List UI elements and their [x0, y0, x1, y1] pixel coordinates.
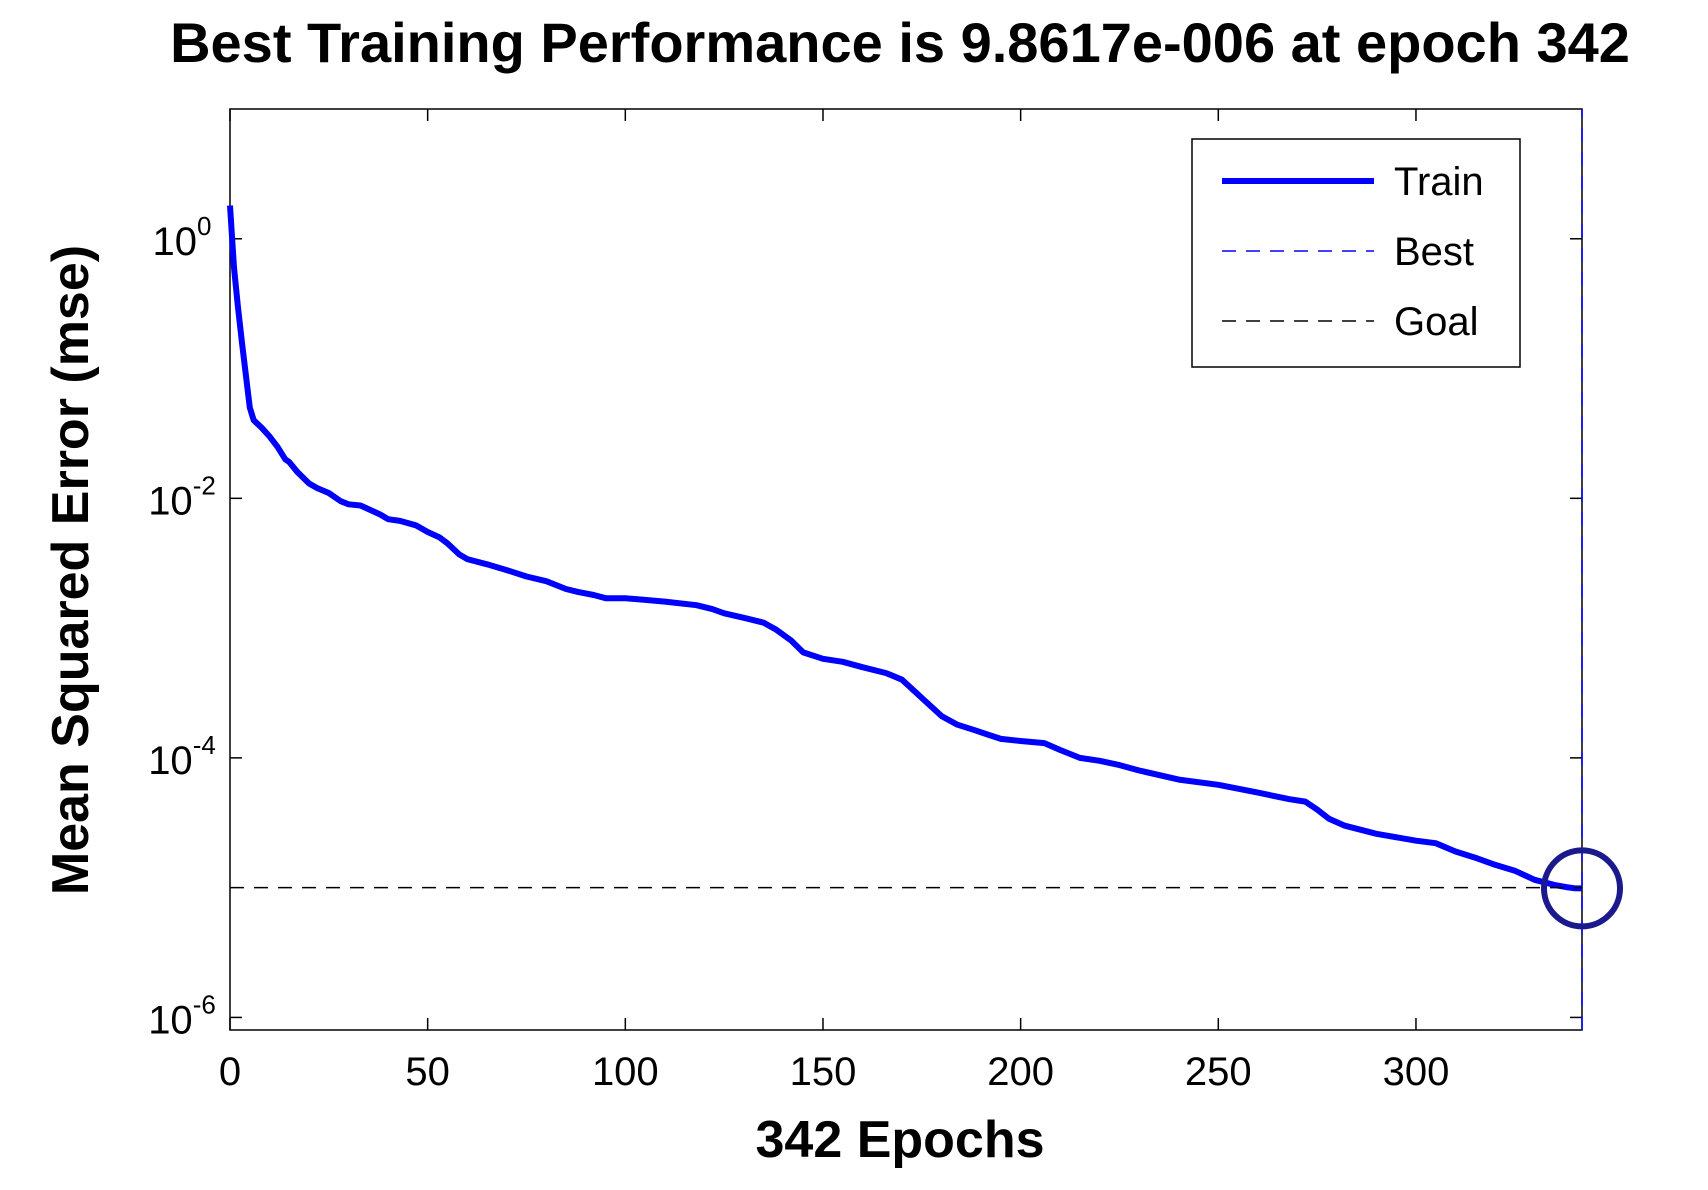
legend-label-goal: Goal: [1394, 300, 1479, 344]
y-tick-label: 100: [153, 211, 212, 264]
chart-title: Best Training Performance is 9.8617e-006…: [170, 11, 1630, 74]
x-tick-label: 200: [987, 1050, 1054, 1094]
axes: 0 50 100 150 200 250 300 100 10-2 10-4 10-6: [148, 108, 1583, 1094]
x-tick-label: 0: [219, 1050, 241, 1094]
x-tick-label: 300: [1383, 1050, 1450, 1094]
legend: Train Best Goal: [1191, 138, 1521, 368]
y-axis-label: Mean Squared Error (mse): [42, 245, 100, 895]
x-tick-label: 100: [592, 1050, 659, 1094]
x-tick-label: 250: [1185, 1050, 1252, 1094]
x-tick-label: 150: [790, 1050, 857, 1094]
y-tick-label: 10-2: [148, 470, 216, 523]
y-tick-label: 10-4: [148, 730, 216, 783]
x-tick-label: 50: [405, 1050, 450, 1094]
best-point-marker: [1541, 847, 1623, 930]
series-layer: [227, 109, 1623, 1030]
series-train: [227, 205, 1583, 892]
y-tick-label: 10-6: [148, 989, 216, 1042]
legend-label-best: Best: [1394, 230, 1474, 274]
x-axis-label: 342 Epochs: [755, 1111, 1044, 1169]
legend-label-train: Train: [1394, 160, 1484, 204]
legend-box: [1191, 138, 1521, 368]
